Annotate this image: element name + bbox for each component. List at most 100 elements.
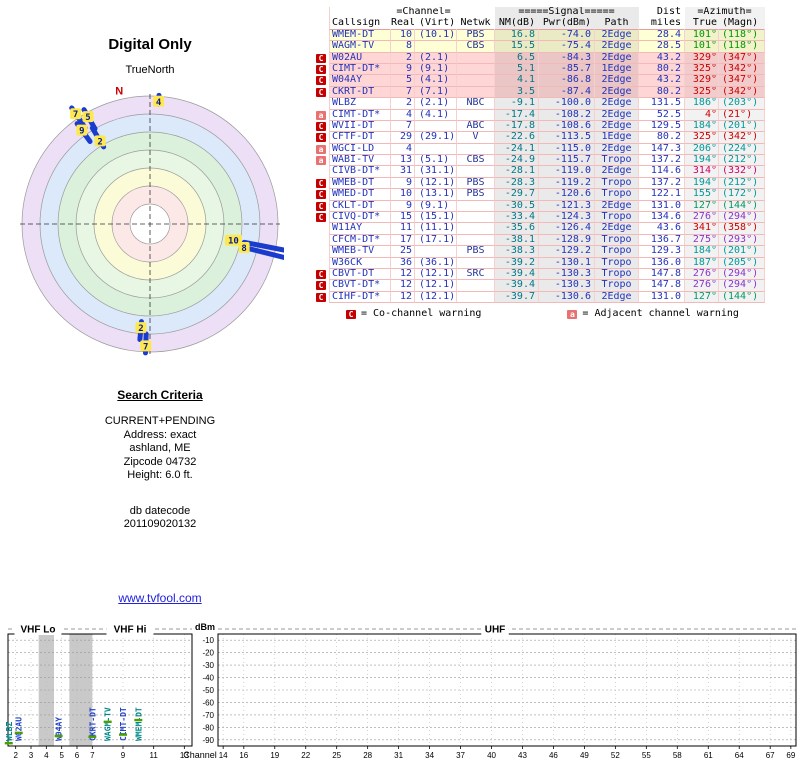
station-marker (241, 239, 284, 253)
table-row: C WVII-DT 7 ABC -17.8 -108.6 2Edge 129.5 184° (20… (316, 120, 765, 133)
cell-path: 2Edge (595, 41, 639, 53)
table-row: C CKRT-DT 7 (7.1) 3.5 -87.4 2Edge 80.2 325° (342°… (316, 86, 765, 99)
warn-cell (316, 246, 329, 258)
x-tick-label: 3 (29, 751, 34, 760)
warning-badge: a (316, 144, 326, 154)
marker-label: 10 (228, 237, 239, 247)
marker-label: 2 (97, 137, 102, 147)
table-row: C CKLT-DT 9 (9.1) -30.5 -121.3 2Edge 131.0 127°(… (316, 200, 765, 213)
table-row: C W04AY 5 (4.1) 4.1 -86.8 2Edge 43.2 329° (347°) (316, 75, 765, 87)
cell-pwr: -128.9 (539, 234, 595, 247)
cell-virt (415, 143, 457, 156)
cell-callsign: WLBZ (329, 98, 391, 110)
cell-true-azimuth: 325° (685, 132, 719, 144)
cell-virt (415, 246, 457, 258)
marker-label-bg (238, 241, 250, 253)
cell-path: 2Edge (595, 166, 639, 178)
x-tick-label: 25 (332, 751, 341, 760)
cell-callsign: WABI-TV (329, 155, 391, 167)
x-tick-label: 58 (673, 751, 682, 760)
cell-virt: (17.1) (415, 234, 457, 247)
cell-nm: -28.1 (495, 166, 539, 178)
station-label: W04AY (55, 717, 64, 741)
cell-nm: -39.4 (495, 268, 539, 281)
signal-table: =Channel= =====Signal===== Dist =Azimuth… (316, 7, 765, 304)
marker-label: 7 (143, 342, 148, 352)
signal-level-mark (88, 735, 97, 738)
table-row: C WMEB-DT 9 (12.1) PBS -28.3 -119.2 Tropo 137.2 1… (316, 177, 765, 190)
warning-badge: C (316, 64, 326, 74)
x-tick-label: 37 (456, 751, 465, 760)
cell-real: 15 (391, 212, 415, 224)
y-tick-label: -80 (202, 723, 214, 732)
station-label: CKRT-DT (88, 707, 97, 741)
col-magn: (Magn) (719, 18, 765, 30)
x-tick-label: 14 (219, 751, 228, 760)
marker-label-bg (224, 234, 242, 246)
table-row: WMEM-DT 10 (10.1) PBS 16.8 -74.0 2Edge 28.4 101°… (316, 29, 765, 42)
cell-magn-azimuth: (358°) (719, 223, 765, 235)
radar-title: Digital Only (108, 36, 192, 53)
cell-netwk (457, 86, 495, 99)
cell-path: Tropo (595, 257, 639, 269)
cell-nm: -17.8 (495, 120, 539, 133)
cell-virt: (12.1) (415, 291, 457, 304)
cell-callsign: CKRT-DT (329, 86, 391, 99)
warn-cell: C (316, 63, 329, 76)
marker-label: 4 (156, 98, 162, 108)
warning-badge: C (316, 201, 326, 211)
warning-badge: C (316, 87, 326, 97)
table-row: WAGM-TV 8 CBS 15.5 -75.4 2Edge 28.5 101° (118°) (316, 41, 765, 53)
cell-miles: 136.7 (639, 234, 685, 247)
adjacent-channel-text: = Adjacent channel warning (582, 308, 739, 319)
warn-cell: C (316, 189, 329, 201)
search-criteria-title: Search Criteria (117, 388, 203, 402)
cell-miles: 137.2 (639, 177, 685, 190)
cell-virt: (31.1) (415, 166, 457, 178)
cell-miles: 28.5 (639, 41, 685, 53)
col-real: Real (391, 18, 415, 30)
table-row: WMEB-TV 25 PBS -38.3 -129.2 Tropo 129.3 184° (20… (316, 246, 765, 258)
x-tick-label: 61 (704, 751, 713, 760)
cell-callsign: WMEB-TV (329, 246, 391, 258)
cell-pwr: -119.0 (539, 166, 595, 178)
cell-magn-azimuth: (332°) (719, 166, 765, 178)
cell-netwk: CBS (457, 155, 495, 167)
co-channel-text: = Co-channel warning (361, 308, 482, 319)
x-tick-label: 7 (90, 751, 95, 760)
cell-real: 31 (391, 166, 415, 178)
cell-netwk: PBS (457, 177, 495, 190)
x-tick-label: 46 (549, 751, 558, 760)
x-tick-label: 13 (180, 751, 189, 760)
cell-callsign: CIVB-DT* (329, 166, 391, 178)
cell-magn-azimuth: (118°) (719, 41, 765, 53)
cell-magn-azimuth: (201°) (719, 246, 765, 258)
band-label-vhf-lo: VHF Lo (21, 625, 56, 636)
warn-cell (316, 234, 329, 247)
cell-nm: 6.5 (495, 52, 539, 64)
cell-real: 29 (391, 132, 415, 144)
x-tick-label: 11 (150, 751, 159, 760)
cell-pwr: -126.4 (539, 223, 595, 235)
cell-virt: (5.1) (415, 155, 457, 167)
signal-level-mark (14, 731, 23, 735)
cell-magn-azimuth: (342°) (719, 86, 765, 99)
band-label-uhf: UHF (485, 625, 506, 636)
cell-miles: 52.5 (639, 109, 685, 121)
cell-callsign: WMED-DT (329, 189, 391, 201)
cell-callsign: W02AU (329, 52, 391, 64)
cell-pwr: -129.2 (539, 246, 595, 258)
tvfool-link[interactable]: www.tvfool.com (118, 591, 202, 605)
cell-magn-azimuth: (294°) (719, 280, 765, 292)
table-row: W36CK 36 (36.1) -39.2 -130.1 Tropo 136.0 187° (2… (316, 257, 765, 269)
cell-netwk (457, 280, 495, 292)
cell-magn-azimuth: (294°) (719, 212, 765, 224)
cell-virt: (7.1) (415, 86, 457, 99)
cell-netwk (457, 63, 495, 76)
cell-callsign: WGCI-LD (329, 143, 391, 156)
cell-true-azimuth: 101° (685, 29, 719, 42)
cell-nm: -30.5 (495, 200, 539, 213)
cell-netwk (457, 109, 495, 121)
cell-nm: -9.1 (495, 98, 539, 110)
